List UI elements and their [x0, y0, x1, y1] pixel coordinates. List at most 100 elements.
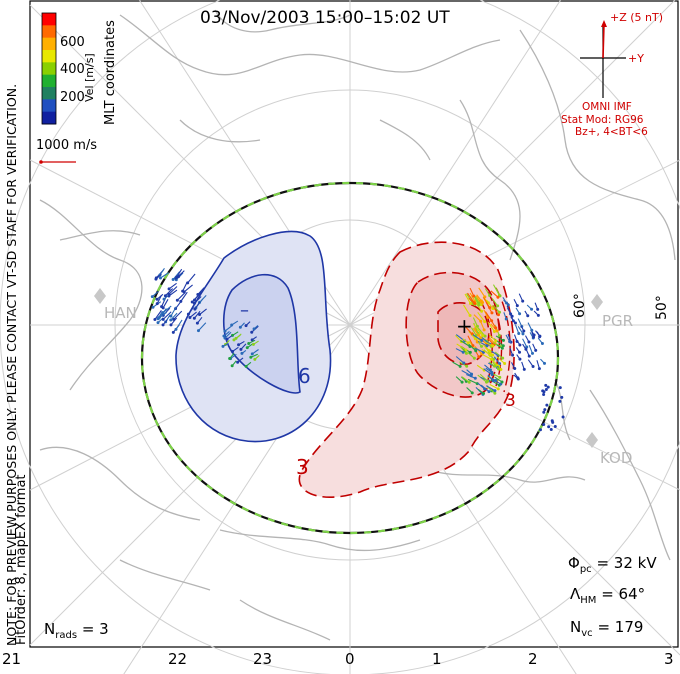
velocity-vector-origin [549, 428, 553, 432]
velocity-vector [455, 356, 465, 364]
site-label-han: HAN [104, 304, 137, 322]
velocity-vector-origin [458, 364, 462, 368]
velocity-vector-origin [156, 321, 160, 325]
latitude-label-60: 60° [572, 293, 588, 318]
velocity-vector-origin [468, 345, 472, 349]
velocity-vector-origin [498, 375, 502, 379]
velocity-vector [484, 341, 494, 347]
velocity-vector-origin [237, 343, 241, 347]
velocity-vector-origin [477, 303, 481, 307]
velocity-vector-origin [244, 324, 248, 328]
station-markers [94, 288, 603, 448]
velocity-vector [467, 292, 475, 304]
velocity-vector-origin [186, 312, 190, 316]
velocity-vector [175, 319, 183, 330]
mlt-tick-21: 21 [2, 650, 22, 668]
velocity-vector [176, 268, 183, 278]
velocity-vector-origin [486, 379, 490, 383]
velocity-vector [477, 382, 485, 390]
velocity-vector-origin [543, 361, 547, 365]
velocity-vector-origin [499, 368, 503, 372]
velocity-vector-origin [247, 341, 251, 345]
velocity-vector-origin [195, 321, 199, 325]
velocity-vector-origin [250, 352, 254, 356]
velocity-vector-origin [468, 314, 472, 318]
velocity-vector-origin [156, 316, 160, 320]
velocity-vector-origin [477, 333, 481, 337]
velocity-vector-origin [500, 380, 504, 384]
velocity-vector [158, 311, 168, 319]
velocity-vector-origin [491, 307, 495, 311]
velocity-vector-origin [488, 294, 492, 298]
colorbar-segment [42, 87, 56, 100]
velocity-vector-origin [541, 389, 545, 393]
velocity-vector-origin [547, 425, 551, 429]
velocity-vector-origin [465, 364, 469, 368]
velocity-vector-origin [509, 312, 513, 316]
velocity-vector [494, 351, 504, 359]
velocity-vector-origin [222, 334, 226, 338]
velocity-vector [198, 322, 207, 331]
velocity-vector [489, 383, 499, 390]
velocity-vector-origin [489, 353, 493, 357]
velocity-vector-origin [155, 297, 159, 301]
velocity-vector-origin [558, 399, 562, 403]
velocity-vector [479, 373, 489, 382]
contour-label-pos2: 3 [505, 391, 516, 411]
velocity-vector [168, 289, 178, 297]
velocity-vector-origin [192, 316, 196, 320]
positive-potential-cell [298, 241, 515, 498]
mlt-tick-0: 0 [345, 650, 355, 668]
colorbar-segment [42, 25, 56, 39]
velocity-vector-origin [526, 314, 530, 318]
velocity-vector-origin [551, 420, 555, 424]
velocity-vector-origin [497, 367, 501, 371]
velocity-vector [491, 297, 499, 307]
velocity-vector-origin [536, 313, 540, 317]
velocity-vector-origin [151, 305, 155, 309]
velocity-vector-origin [475, 340, 479, 344]
velocity-vector [488, 333, 497, 342]
velocity-vector-origin [461, 350, 465, 354]
velocity-vector-origin [518, 343, 522, 347]
velocity-vector-origin [542, 410, 546, 414]
velocity-vector [484, 311, 493, 322]
colorbar-segment [42, 37, 56, 51]
velocity-vector-origin [482, 328, 486, 332]
coastlines [39, 9, 676, 641]
velocity-vector-origin [483, 320, 487, 324]
colorbar-segment [42, 62, 56, 76]
velocity-vector [487, 386, 496, 394]
velocity-vector-origin [167, 287, 171, 291]
velocity-vector-origin [496, 304, 500, 308]
velocity-vector-origin [239, 347, 243, 351]
velocity-vector-origin [490, 370, 494, 374]
velocity-vector-origin [480, 344, 484, 348]
velocity-vector-origin [225, 337, 229, 341]
imf-source: OMNI IMF [582, 101, 632, 113]
velocity-vector-origin [545, 403, 549, 407]
velocity-vector-origin [522, 367, 526, 371]
velocity-vector-origin [171, 330, 175, 334]
velocity-vector-origin [542, 392, 546, 396]
velocity-vector-origin [516, 377, 520, 381]
velocity-vector-origin [474, 349, 478, 353]
velocity-vector-origin [468, 350, 472, 354]
velocity-vector-origin [488, 349, 492, 353]
velocity-vector-origin [169, 314, 173, 318]
velocity-vector-origin [234, 336, 238, 340]
velocity-vector [162, 311, 172, 320]
velocity-vector [477, 340, 488, 347]
velocity-vector-origin [163, 294, 167, 298]
velocity-vector-origin [498, 310, 502, 314]
velocity-vector [496, 356, 505, 364]
velocity-vector-origin [503, 361, 507, 365]
mlt-tick-3: 3 [664, 650, 674, 668]
velocity-vector-origin [489, 357, 493, 361]
mlt-tick-1: 1 [432, 650, 442, 668]
velocity-vector [463, 304, 471, 316]
velocity-vector-origin [179, 299, 183, 303]
velocity-vector-origin [480, 339, 484, 343]
velocity-vector [492, 305, 499, 316]
